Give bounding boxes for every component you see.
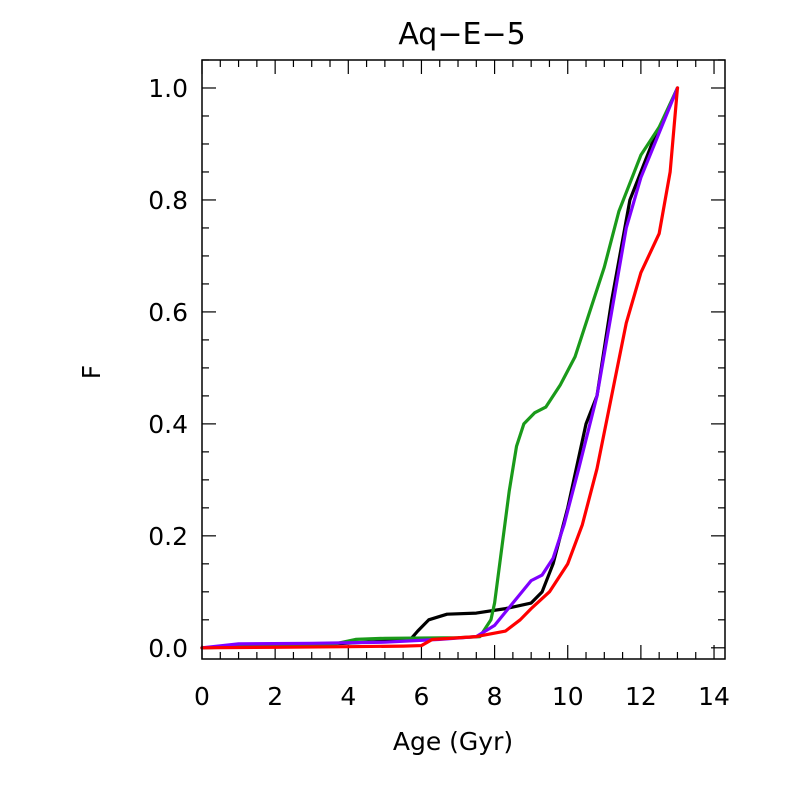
x-tick-label: 0 <box>194 682 210 711</box>
series-line-black <box>200 86 680 650</box>
x-axis-label: Age (Gyr) <box>393 727 513 756</box>
series-line-green <box>200 86 680 650</box>
plot-frame <box>201 59 726 660</box>
x-tick-label: 10 <box>552 682 584 711</box>
series-line-purple <box>200 86 680 650</box>
x-tick-label: 6 <box>413 682 429 711</box>
y-tick-label: 1.0 <box>148 74 188 103</box>
series-line-red <box>200 86 680 650</box>
x-tick-label: 2 <box>267 682 283 711</box>
y-tick-label: 0.8 <box>148 186 188 215</box>
series-group <box>200 86 680 650</box>
y-tick-label: 0.6 <box>148 298 188 327</box>
y-tick-label: 0.2 <box>148 522 188 551</box>
x-tick-label: 14 <box>698 682 730 711</box>
tick-labels: 0 2 4 6 8 10 12 14 0.0 0.2 0.4 0.6 0.8 1.0 <box>148 74 730 711</box>
ticks <box>201 59 725 659</box>
x-tick-label: 8 <box>487 682 503 711</box>
x-tick-label: 4 <box>340 682 356 711</box>
x-tick-label: 12 <box>625 682 657 711</box>
y-axis-label: F <box>77 365 106 379</box>
y-tick-label: 0.4 <box>148 410 188 439</box>
chart-title: Aq−E−5 <box>398 17 525 52</box>
y-tick-label: 0.0 <box>148 634 188 663</box>
